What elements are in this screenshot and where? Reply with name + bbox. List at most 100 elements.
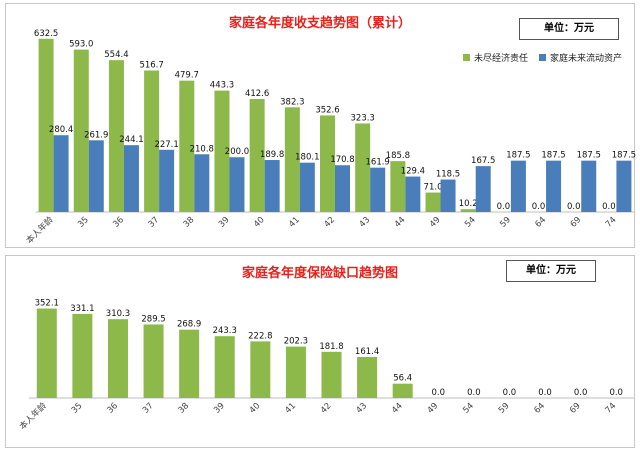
tick-label: 69 — [569, 215, 584, 230]
data-label: 479.7 — [175, 71, 199, 81]
legend-swatch — [539, 54, 546, 61]
tick-label: 64 — [532, 401, 547, 416]
bar — [36, 308, 57, 398]
bar — [264, 160, 280, 212]
bar — [53, 135, 69, 212]
data-label: 187.5 — [541, 151, 565, 161]
data-label: 181.8 — [319, 342, 343, 352]
bar — [440, 179, 456, 212]
bar — [475, 166, 491, 212]
data-label: 632.5 — [34, 29, 58, 39]
bar — [214, 90, 230, 212]
tick-label: 40 — [248, 401, 263, 416]
data-label: 554.4 — [104, 50, 128, 60]
tick-label: 35 — [70, 401, 85, 416]
legend-label: 家庭未来流动资产 — [550, 54, 623, 64]
tick-label: 38 — [182, 215, 197, 230]
tick-label: 43 — [354, 401, 369, 416]
bar — [108, 60, 124, 213]
tick-label: 64 — [533, 215, 548, 230]
tick-label: 38 — [177, 401, 192, 416]
data-label: 0.0 — [503, 388, 517, 398]
tick-label: 36 — [111, 215, 126, 230]
tick-label: 59 — [497, 401, 512, 416]
data-label: 412.6 — [245, 89, 269, 99]
unit-label: 单位：万元 — [519, 18, 619, 40]
legend-label: 未尽经济责任 — [474, 54, 529, 64]
data-label: 227.1 — [154, 140, 178, 150]
chart-title: 家庭各年度收支趋势图（累计） — [228, 16, 411, 31]
data-label: 331.1 — [70, 304, 94, 314]
data-label: 10.2 — [459, 199, 478, 209]
bar — [320, 115, 335, 212]
data-label: 0.0 — [497, 202, 511, 212]
chart-title: 家庭各年度保险缺口趋势图 — [241, 266, 398, 281]
data-label: 0.0 — [609, 388, 623, 398]
bar — [546, 160, 562, 212]
tick-label: 54 — [463, 215, 478, 230]
data-label: 56.4 — [393, 374, 412, 384]
data-label: 0.0 — [532, 202, 546, 212]
bar — [194, 154, 210, 212]
data-label: 268.9 — [177, 320, 201, 330]
legend-swatch — [463, 54, 470, 61]
data-label: 352.6 — [315, 105, 339, 115]
tick-label: 42 — [319, 401, 334, 416]
bar — [123, 145, 139, 212]
tick-label: 39 — [212, 401, 227, 416]
bar — [355, 123, 371, 212]
tick-label: 37 — [141, 401, 156, 416]
data-label: 244.1 — [119, 135, 143, 145]
tick-label: 49 — [426, 401, 441, 416]
data-label: 170.8 — [330, 155, 354, 165]
bar — [229, 157, 245, 212]
data-label: 0.0 — [538, 388, 552, 398]
bar — [214, 336, 235, 398]
bar — [250, 341, 271, 398]
bar — [405, 176, 421, 212]
data-label: 0.0 — [602, 202, 616, 212]
data-label: 71.0 — [424, 183, 443, 193]
tick-label: 41 — [283, 401, 298, 416]
tick-label: 37 — [147, 215, 162, 230]
data-label: 210.8 — [190, 144, 214, 154]
bar — [616, 160, 632, 212]
tick-label: 43 — [358, 215, 373, 230]
tick-label: 本人年龄 — [17, 400, 49, 432]
bar — [179, 329, 200, 398]
chart-legend: 未尽经济责任 — [463, 51, 528, 67]
bar — [357, 356, 378, 398]
tick-label: 35 — [76, 215, 91, 230]
income-expense-bar-chart: 632.5 280.4 本人年龄 593.0 261.9 35 554.4 244.1 36 51… — [24, 29, 636, 246]
bar — [321, 351, 342, 398]
data-label: 200.0 — [225, 147, 249, 157]
tick-label: 44 — [393, 215, 408, 230]
bar — [249, 99, 265, 212]
bar — [73, 49, 89, 213]
insurance-gap-bar-chart: 352.1 本人年龄 331.1 35 310.3 36 289.5 37 268.9 38 243… — [17, 299, 634, 432]
bar — [299, 162, 315, 212]
data-label: 352.1 — [35, 299, 59, 309]
tick-label: 42 — [322, 215, 337, 230]
data-label: 180.1 — [295, 153, 319, 163]
tick-label: 39 — [217, 215, 232, 230]
data-label: 0.0 — [567, 202, 581, 212]
data-label: 167.5 — [471, 156, 495, 166]
bar — [38, 38, 54, 212]
data-label: 382.3 — [280, 97, 304, 107]
bar — [179, 80, 195, 212]
tick-label: 69 — [568, 401, 583, 416]
data-label: 289.5 — [141, 314, 165, 324]
bar — [72, 313, 93, 398]
data-label: 222.8 — [248, 331, 272, 341]
tick-label: 74 — [604, 215, 619, 230]
data-label: 593.0 — [69, 40, 93, 50]
bar — [159, 149, 175, 212]
bar — [107, 319, 128, 398]
bar — [581, 160, 597, 212]
bar — [370, 167, 386, 212]
data-label: 118.5 — [436, 170, 460, 180]
tick-label: 40 — [252, 215, 267, 230]
data-label: 0.0 — [574, 388, 588, 398]
bar — [392, 383, 413, 398]
